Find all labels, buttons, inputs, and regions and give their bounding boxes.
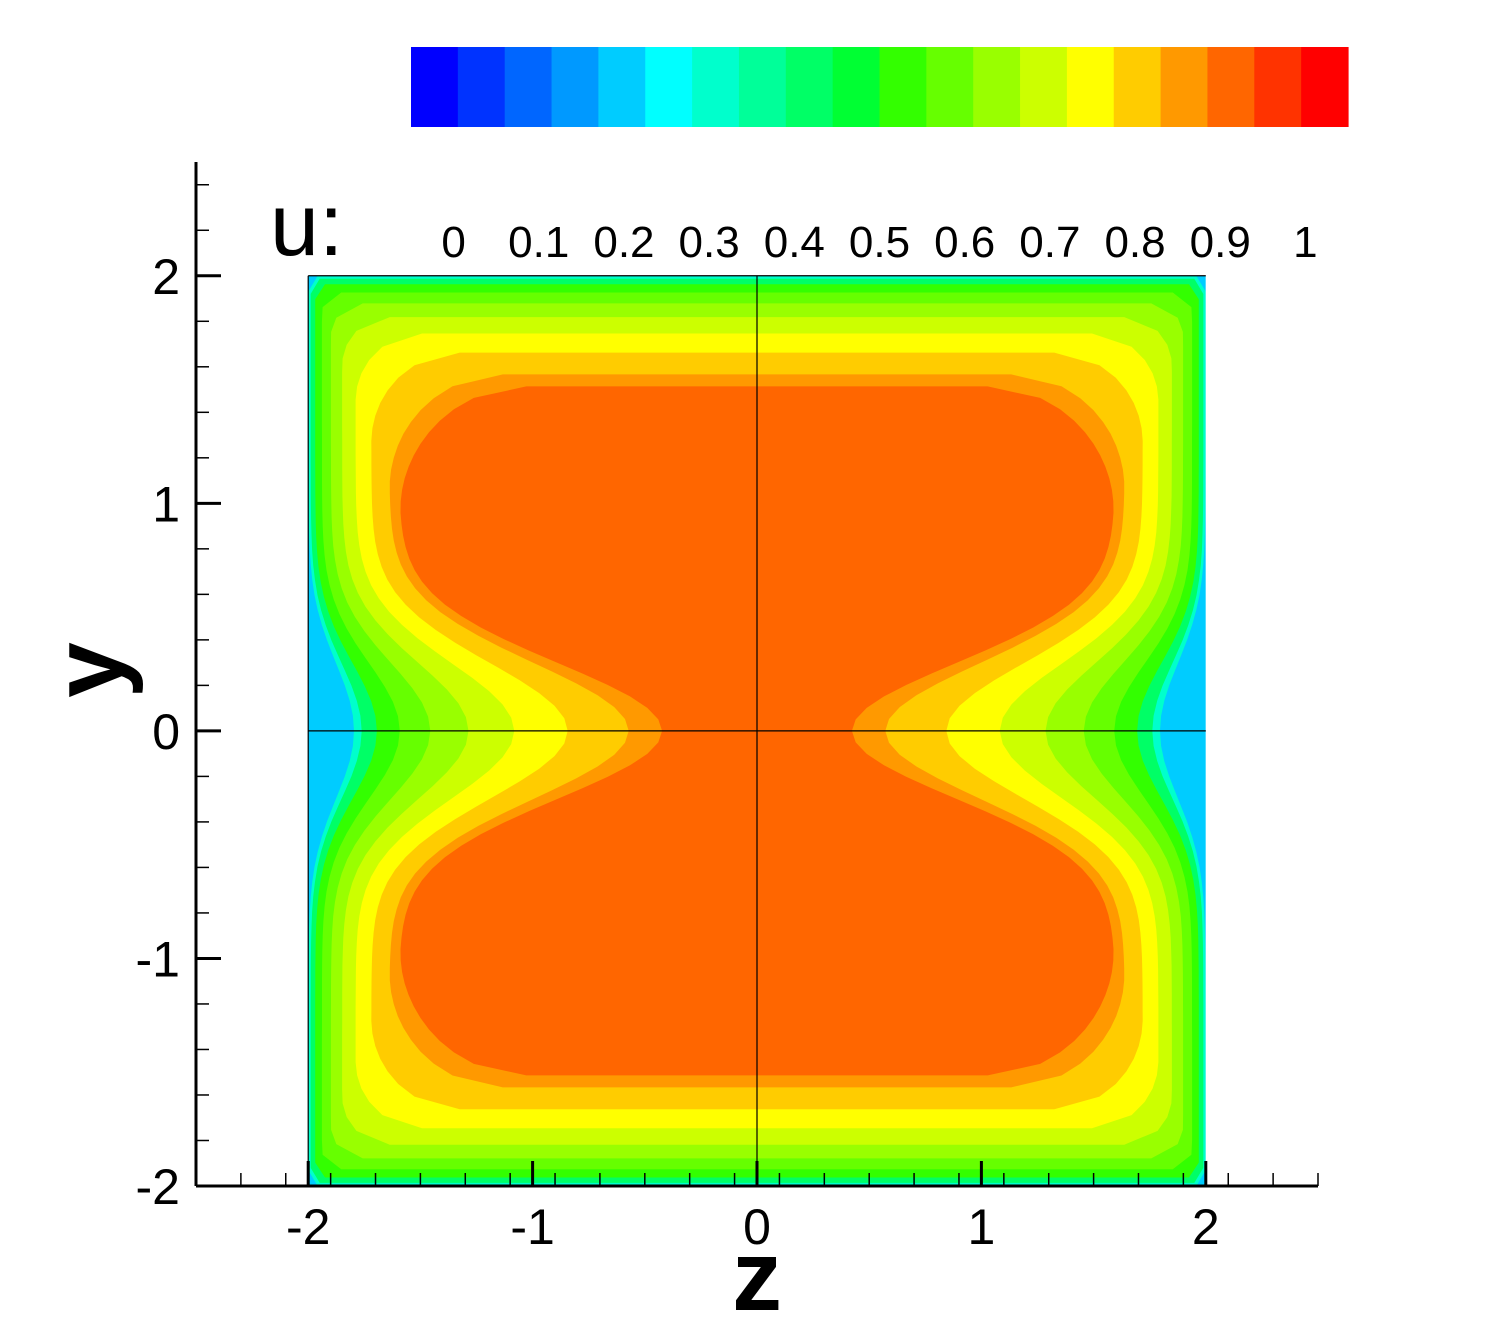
colorbar-tick-label: 0.8 <box>1104 218 1165 267</box>
y-axis-title: y <box>32 642 144 698</box>
colorbar-tick-labels: 0 0.1 0.2 0.3 0.4 0.5 0.6 0.7 0.8 0.9 1 <box>441 218 1317 267</box>
colorbar-swatch <box>832 47 881 127</box>
colorbar-swatch <box>1066 47 1115 127</box>
colorbar-swatch <box>785 47 834 127</box>
colorbar-tick-label: 0.2 <box>593 218 654 267</box>
colorbar-swatch <box>738 47 787 127</box>
colorbar-swatch <box>551 47 599 127</box>
colorbar-tick-label: 0.5 <box>849 218 910 267</box>
colorbar-swatch <box>1301 47 1349 127</box>
centerlines <box>307 275 1206 1186</box>
colorbar-swatch <box>504 47 553 127</box>
colorbar-tick-label: 0.3 <box>679 218 740 267</box>
x-tick-label: 1 <box>967 1199 995 1255</box>
x-tick-label: -1 <box>510 1199 554 1255</box>
colorbar-swatch <box>1113 47 1162 127</box>
colorbar-swatch <box>1020 47 1068 127</box>
colorbar <box>411 47 1349 127</box>
y-tick-label: -2 <box>136 1159 180 1215</box>
colorbar-swatch <box>645 47 693 127</box>
colorbar-swatch <box>1207 47 1255 127</box>
colorbar-swatch <box>1160 47 1209 127</box>
x-tick-label: 0 <box>743 1199 771 1255</box>
y-tick-label: -1 <box>136 931 180 987</box>
colorbar-tick-label: 0.9 <box>1190 218 1251 267</box>
colorbar-swatch <box>411 47 459 127</box>
colorbar-swatch <box>692 47 740 127</box>
colorbar-swatch <box>973 47 1021 127</box>
colorbar-tick-label: 0.4 <box>764 218 825 267</box>
variable-label: u: <box>270 175 343 274</box>
colorbar-swatch <box>1254 47 1302 127</box>
colorbar-swatch <box>926 47 974 127</box>
colorbar-tick-label: 1 <box>1293 218 1317 267</box>
colorbar-tick-label: 0.6 <box>934 218 995 267</box>
colorbar-swatch <box>879 47 927 127</box>
colorbar-tick-label: 0 <box>441 218 465 267</box>
x-tick-label: -2 <box>286 1199 330 1255</box>
x-axis-title: z <box>732 1220 782 1332</box>
colorbar-swatch <box>598 47 646 127</box>
x-tick-label: 2 <box>1192 1199 1220 1255</box>
axes: -2 -1 0 1 2 -2 -1 0 1 2 <box>136 162 1319 1255</box>
y-tick-label: 0 <box>152 704 180 760</box>
colorbar-swatch <box>457 47 506 127</box>
colorbar-tick-label: 0.1 <box>508 218 569 267</box>
contour-field <box>308 275 1206 1186</box>
colorbar-tick-label: 0.7 <box>1019 218 1080 267</box>
y-tick-label: 2 <box>152 249 180 305</box>
y-tick-label: 1 <box>152 476 180 532</box>
